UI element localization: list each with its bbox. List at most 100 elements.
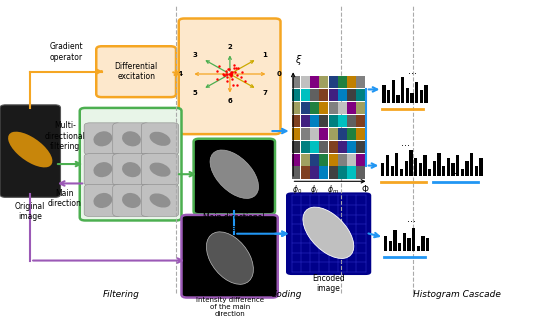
Bar: [395, 153, 398, 176]
Bar: [356, 89, 365, 101]
Ellipse shape: [150, 132, 170, 146]
Text: Gradient
operator: Gradient operator: [49, 42, 83, 62]
Bar: [292, 115, 300, 127]
Text: 0: 0: [277, 71, 282, 77]
Ellipse shape: [210, 150, 258, 198]
Text: Main directional
image: Main directional image: [204, 213, 265, 233]
Bar: [425, 85, 428, 103]
Bar: [398, 243, 401, 251]
FancyBboxPatch shape: [286, 192, 371, 275]
Bar: [405, 88, 409, 103]
FancyBboxPatch shape: [182, 215, 278, 298]
FancyBboxPatch shape: [141, 184, 179, 217]
Bar: [301, 128, 310, 140]
Bar: [403, 233, 406, 251]
Bar: [292, 76, 300, 88]
Bar: [384, 235, 387, 251]
Text: Differential
excitation: Differential excitation: [114, 62, 158, 81]
Bar: [356, 76, 365, 88]
Bar: [386, 155, 389, 176]
Bar: [301, 153, 310, 166]
Text: 3: 3: [192, 52, 197, 58]
Text: 6: 6: [228, 98, 232, 104]
Bar: [338, 76, 347, 88]
Bar: [329, 115, 338, 127]
Bar: [310, 89, 319, 101]
Bar: [329, 153, 338, 166]
FancyBboxPatch shape: [194, 139, 275, 214]
Bar: [310, 102, 319, 114]
Bar: [329, 141, 338, 153]
Bar: [301, 102, 310, 114]
Bar: [470, 153, 473, 176]
FancyBboxPatch shape: [113, 123, 150, 155]
Bar: [381, 163, 384, 176]
Text: Multi-
directional
filtering: Multi- directional filtering: [45, 121, 85, 151]
Bar: [417, 246, 420, 251]
Bar: [475, 166, 478, 176]
Bar: [420, 90, 423, 103]
Text: Filtering: Filtering: [102, 290, 140, 299]
Bar: [347, 115, 356, 127]
Bar: [347, 128, 356, 140]
Bar: [392, 80, 395, 103]
Bar: [356, 102, 365, 114]
Bar: [356, 153, 365, 166]
Text: 5: 5: [192, 90, 197, 96]
FancyBboxPatch shape: [179, 19, 280, 134]
Text: ...: ...: [408, 66, 417, 77]
Bar: [347, 102, 356, 114]
Ellipse shape: [303, 207, 354, 258]
Bar: [292, 141, 300, 153]
Text: 7: 7: [262, 90, 267, 96]
Bar: [347, 76, 356, 88]
Bar: [310, 153, 319, 166]
Bar: [338, 128, 347, 140]
Bar: [390, 166, 394, 176]
Bar: [356, 167, 365, 179]
Bar: [419, 163, 422, 176]
Bar: [338, 167, 347, 179]
FancyBboxPatch shape: [80, 108, 182, 220]
Bar: [437, 153, 441, 176]
Bar: [320, 76, 328, 88]
Bar: [347, 167, 356, 179]
Bar: [292, 153, 300, 166]
Ellipse shape: [206, 232, 254, 284]
Bar: [347, 153, 356, 166]
Ellipse shape: [8, 132, 52, 167]
Bar: [347, 141, 356, 153]
FancyBboxPatch shape: [113, 184, 150, 217]
FancyBboxPatch shape: [141, 154, 179, 186]
Bar: [387, 90, 390, 103]
Text: ...: ...: [401, 138, 410, 148]
Bar: [301, 89, 310, 101]
Bar: [424, 155, 427, 176]
Bar: [320, 141, 328, 153]
Bar: [292, 167, 300, 179]
Ellipse shape: [122, 193, 141, 208]
Text: $\phi_0$: $\phi_0$: [292, 182, 302, 196]
Bar: [426, 238, 429, 251]
Bar: [401, 77, 404, 103]
Bar: [310, 115, 319, 127]
Ellipse shape: [94, 162, 112, 177]
Bar: [310, 167, 319, 179]
Bar: [301, 76, 310, 88]
Bar: [292, 128, 300, 140]
Ellipse shape: [122, 131, 141, 146]
Text: $\phi_i$: $\phi_i$: [310, 182, 318, 196]
Bar: [414, 158, 417, 176]
Bar: [400, 168, 403, 176]
FancyBboxPatch shape: [113, 154, 150, 186]
Text: Encoded
image: Encoded image: [312, 274, 345, 293]
Bar: [320, 102, 328, 114]
FancyBboxPatch shape: [96, 46, 176, 97]
Text: $\xi$: $\xi$: [295, 53, 302, 67]
Bar: [320, 167, 328, 179]
Bar: [388, 241, 392, 251]
Bar: [329, 102, 338, 114]
Bar: [292, 89, 300, 101]
Bar: [356, 128, 365, 140]
Ellipse shape: [94, 193, 112, 208]
